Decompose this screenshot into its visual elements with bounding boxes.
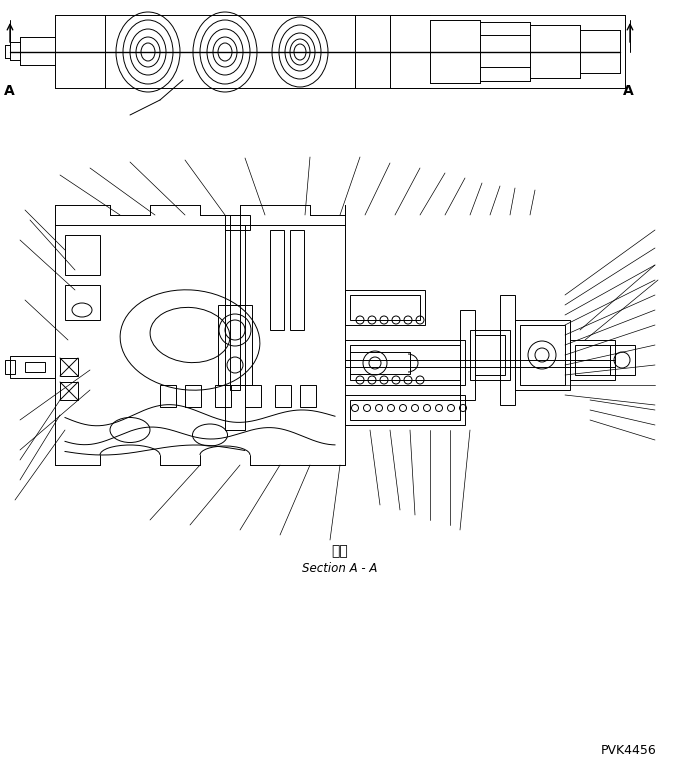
Bar <box>475 335 505 375</box>
Bar <box>345 290 425 325</box>
Text: PVK4456: PVK4456 <box>601 744 657 757</box>
Bar <box>500 295 515 405</box>
Bar <box>275 385 291 407</box>
Bar <box>350 295 420 320</box>
Bar <box>225 385 245 430</box>
Bar <box>25 362 45 372</box>
Bar <box>515 320 570 390</box>
Bar <box>185 385 201 407</box>
Bar <box>270 230 284 330</box>
Bar <box>460 310 475 400</box>
Bar <box>350 352 410 374</box>
Bar <box>60 358 78 376</box>
Bar <box>290 230 304 330</box>
Bar <box>215 385 231 407</box>
Bar <box>570 340 615 380</box>
Bar <box>65 285 100 320</box>
Bar <box>225 225 245 305</box>
Bar <box>610 345 635 375</box>
Bar <box>300 385 316 407</box>
Bar <box>245 385 261 407</box>
Bar <box>350 345 460 380</box>
Bar <box>218 305 252 385</box>
Bar <box>470 330 510 380</box>
Bar <box>5 360 15 374</box>
Bar <box>225 215 250 230</box>
Bar <box>345 340 465 385</box>
Bar <box>230 215 240 390</box>
Bar <box>65 235 100 275</box>
Bar <box>575 345 610 375</box>
Bar <box>60 382 78 400</box>
Text: 断面: 断面 <box>332 544 348 558</box>
Text: Section A - A: Section A - A <box>303 562 377 575</box>
Bar <box>10 356 55 378</box>
Bar <box>160 385 176 407</box>
Text: A: A <box>4 84 15 98</box>
Text: A: A <box>623 84 634 98</box>
Bar <box>345 395 465 425</box>
Bar <box>520 325 565 385</box>
Bar <box>350 400 460 420</box>
